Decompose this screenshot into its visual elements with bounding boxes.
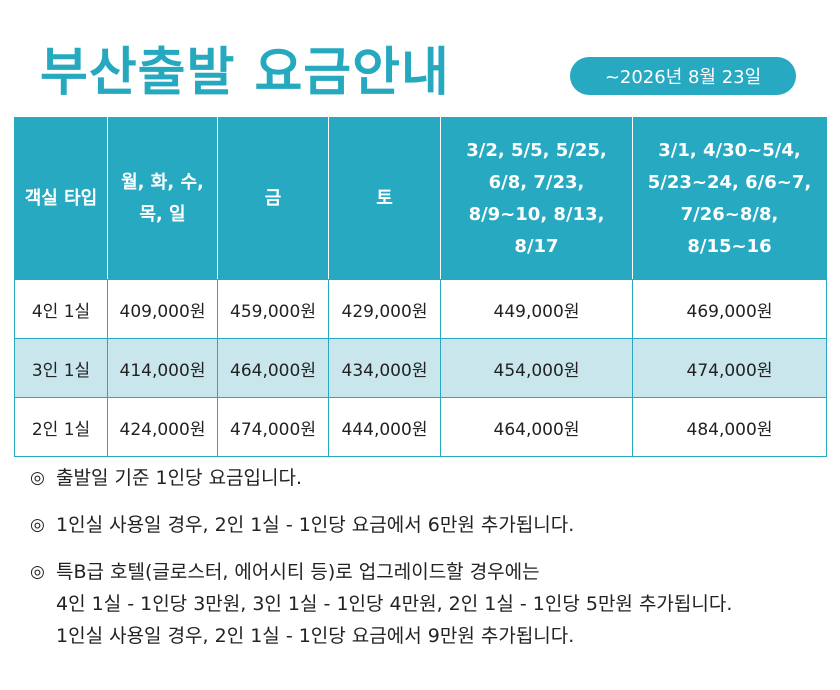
header-weekday: 월, 화, 수, 목, 일 bbox=[107, 117, 218, 280]
price-cell: 444,000원 bbox=[328, 397, 441, 457]
price-cell: 459,000원 bbox=[217, 279, 329, 339]
room-type-cell: 3인 1실 bbox=[14, 338, 108, 398]
price-cell: 454,000원 bbox=[440, 338, 633, 398]
header-saturday-text: 토 bbox=[376, 187, 393, 209]
price-table: 객실 타입 월, 화, 수, 목, 일 금 토 3/2, 5/5, 5/25, … bbox=[14, 117, 827, 457]
note-text: 1인실 사용일 경우, 2인 1실 - 1인당 요금에서 6만원 추가됩니다. bbox=[56, 514, 575, 536]
header-special-dates-1-text: 3/2, 5/5, 5/25, 6/8, 7/23, 8/9~10, 8/13,… bbox=[466, 139, 607, 257]
price-cell: 464,000원 bbox=[440, 397, 633, 457]
note-text: 4인 1실 - 1인당 3만원, 3인 1실 - 1인당 4만원, 2인 1실 … bbox=[56, 593, 733, 615]
note-item: ◎ 1인실 사용일 경우, 2인 1실 - 1인당 요금에서 6만원 추가됩니다… bbox=[30, 509, 732, 541]
header-room-type-text: 객실 타입 bbox=[24, 187, 98, 209]
price-cell: 449,000원 bbox=[440, 279, 633, 339]
table-row: 3인 1실 414,000원 464,000원 434,000원 454,000… bbox=[14, 338, 827, 398]
price-cell: 424,000원 bbox=[107, 397, 218, 457]
price-cell: 484,000원 bbox=[632, 397, 827, 457]
notes-section: ◎ 출발일 기준 1인당 요금입니다. ◎ 1인실 사용일 경우, 2인 1실 … bbox=[30, 462, 732, 652]
header-special-dates-2-text: 3/1, 4/30~5/4, 5/23~24, 6/6~7, 7/26~8/8,… bbox=[647, 139, 812, 257]
price-cell: 474,000원 bbox=[217, 397, 329, 457]
bullet-icon: ◎ bbox=[30, 468, 45, 488]
page-title: 부산출발 요금안내 bbox=[40, 43, 450, 103]
header-saturday: 토 bbox=[328, 117, 441, 280]
bullet-icon: ◎ bbox=[30, 515, 45, 535]
note-item: ◎ 특B급 호텔(글로스터, 에어시티 등)로 업그레이드할 경우에는 4인 1… bbox=[30, 556, 732, 652]
header-weekday-text: 월, 화, 수, 목, 일 bbox=[121, 171, 204, 225]
header-special-dates-2: 3/1, 4/30~5/4, 5/23~24, 6/6~7, 7/26~8/8,… bbox=[632, 117, 827, 280]
date-badge: ~2026년 8월 23일 bbox=[570, 57, 796, 95]
table-header-row: 객실 타입 월, 화, 수, 목, 일 금 토 3/2, 5/5, 5/25, … bbox=[14, 117, 827, 280]
price-cell: 429,000원 bbox=[328, 279, 441, 339]
bullet-icon: ◎ bbox=[30, 562, 45, 582]
header-special-dates-1: 3/2, 5/5, 5/25, 6/8, 7/23, 8/9~10, 8/13,… bbox=[440, 117, 633, 280]
note-item: ◎ 출발일 기준 1인당 요금입니다. bbox=[30, 462, 732, 494]
header-friday-text: 금 bbox=[264, 187, 282, 209]
header-room-type: 객실 타입 bbox=[14, 117, 108, 280]
price-cell: 414,000원 bbox=[107, 338, 218, 398]
note-text: 출발일 기준 1인당 요금입니다. bbox=[56, 467, 303, 489]
price-cell: 464,000원 bbox=[217, 338, 329, 398]
table-row: 4인 1실 409,000원 459,000원 429,000원 449,000… bbox=[14, 279, 827, 339]
table-row: 2인 1실 424,000원 474,000원 444,000원 464,000… bbox=[14, 397, 827, 457]
note-text: 1인실 사용일 경우, 2인 1실 - 1인당 요금에서 9만원 추가됩니다. bbox=[56, 625, 575, 647]
price-cell: 409,000원 bbox=[107, 279, 218, 339]
price-cell: 474,000원 bbox=[632, 338, 827, 398]
note-text: 특B급 호텔(글로스터, 에어시티 등)로 업그레이드할 경우에는 bbox=[56, 561, 540, 583]
header-friday: 금 bbox=[217, 117, 329, 280]
price-cell: 434,000원 bbox=[328, 338, 441, 398]
room-type-cell: 4인 1실 bbox=[14, 279, 108, 339]
price-cell: 469,000원 bbox=[632, 279, 827, 339]
room-type-cell: 2인 1실 bbox=[14, 397, 108, 457]
